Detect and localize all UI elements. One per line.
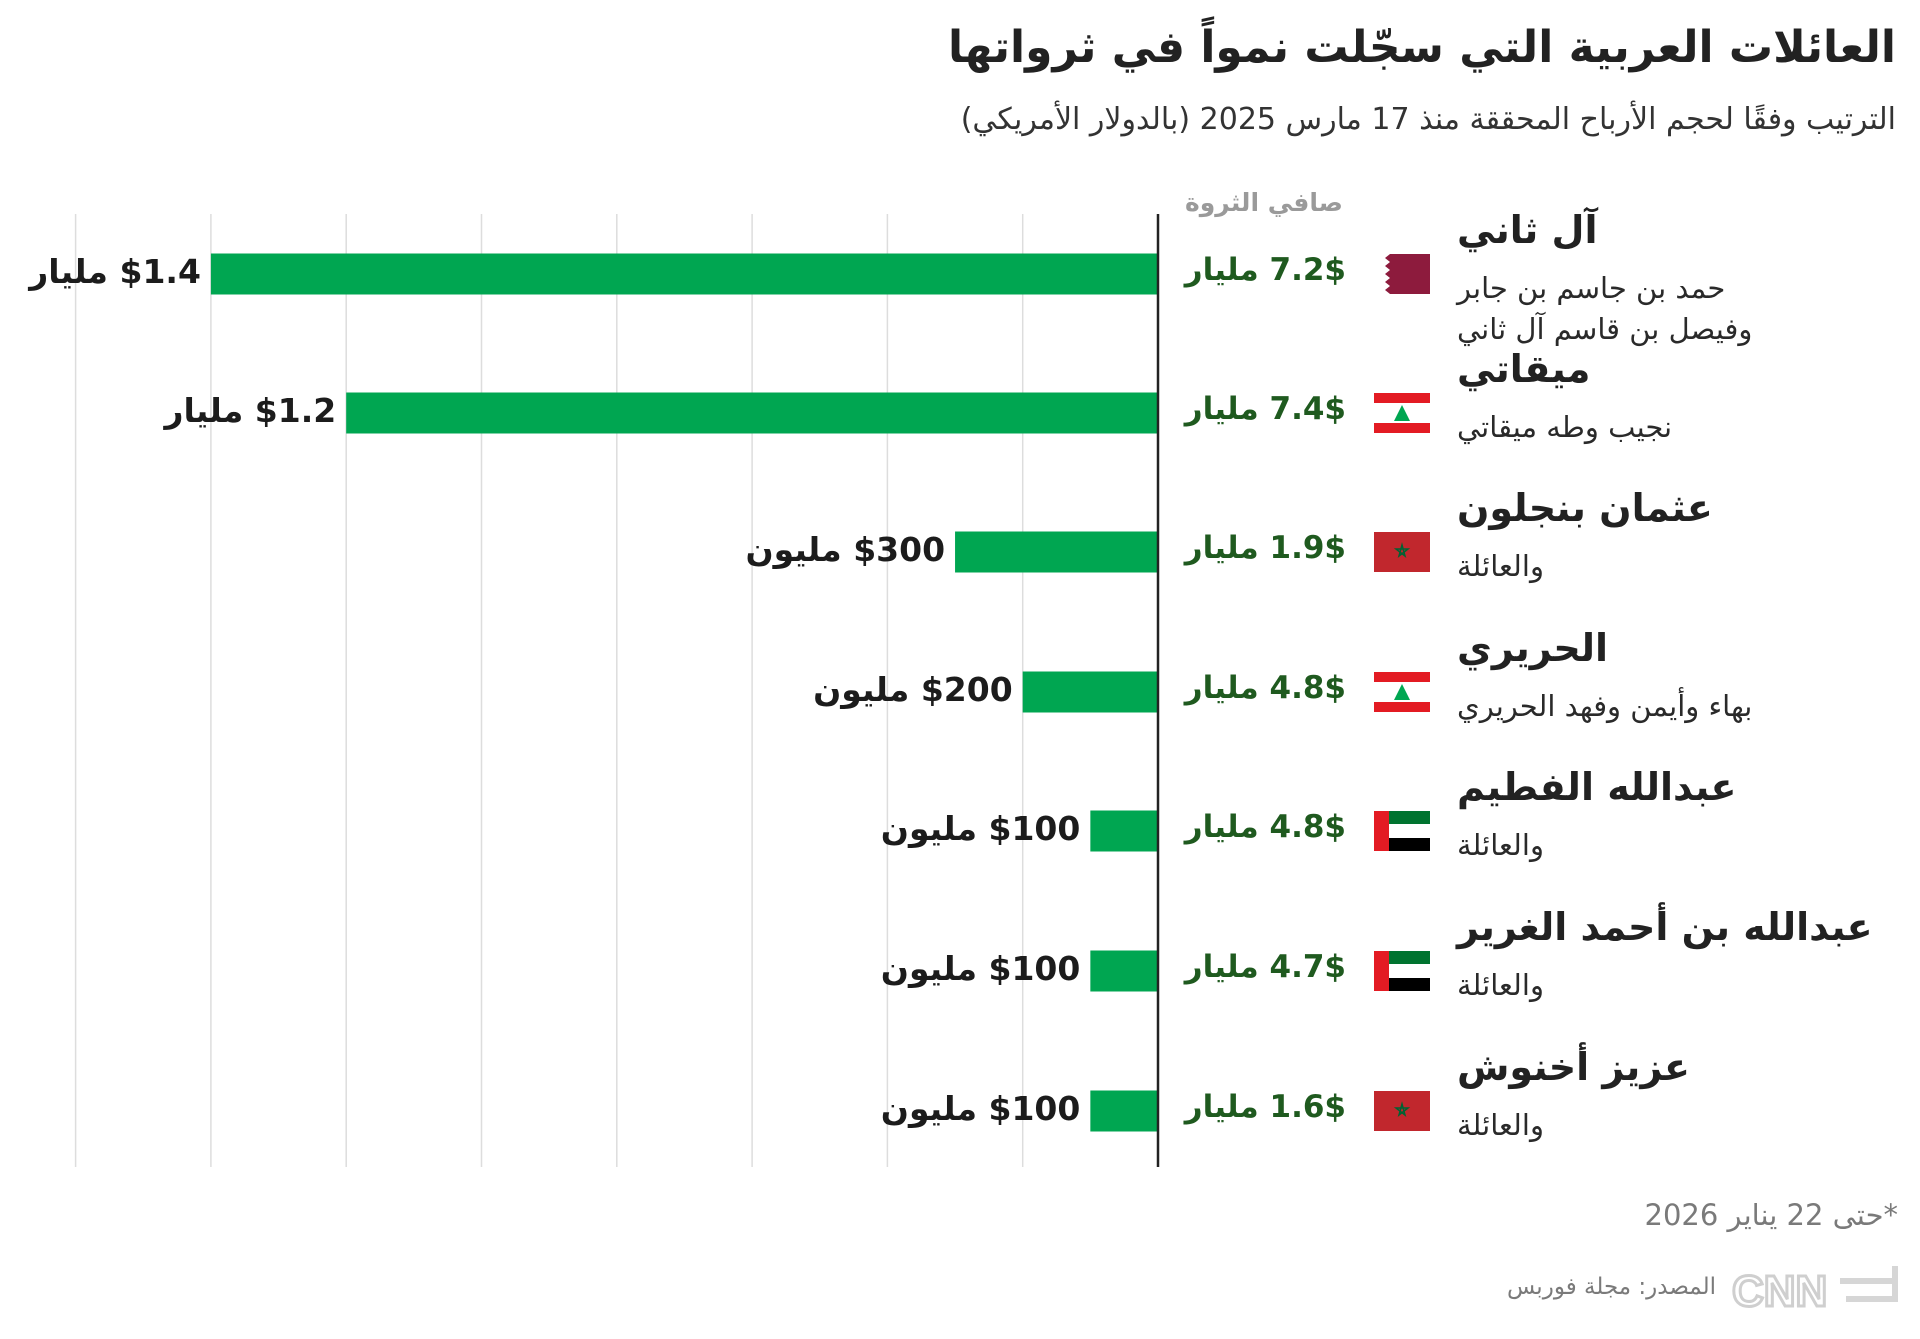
bar	[1022, 671, 1158, 713]
bar	[346, 392, 1158, 434]
morocco-flag-icon	[1374, 532, 1430, 572]
gain-label: $100 مليون	[880, 809, 1081, 848]
gain-label: $300 مليون	[745, 530, 946, 569]
uae-flag-icon	[1374, 811, 1430, 851]
cnn-arabic-logo: CNN	[1731, 1266, 1898, 1316]
gain-label: $200 مليون	[813, 670, 1013, 709]
family-members: والعائلة	[1457, 549, 1544, 583]
net-worth-value: 4.8$ مليار	[1184, 809, 1346, 845]
footnote: *حتى 22 يناير 2026	[1644, 1198, 1898, 1232]
family-members: بهاء وأيمن وفهد الحريري	[1457, 689, 1753, 723]
family-name: عبدالله الفطيم	[1457, 765, 1737, 809]
family-name: آل ثاني	[1457, 208, 1598, 252]
family-name: عبدالله بن أحمد الغرير	[1457, 905, 1873, 949]
family-members: نجيب وطه ميقاتي	[1457, 410, 1673, 444]
family-members: وفيصل بن قاسم آل ثاني	[1457, 312, 1753, 346]
lebanon-flag-icon	[1374, 393, 1430, 433]
gain-label: $100 مليون	[880, 1089, 1081, 1128]
net-worth-column-header: صافي الثروة	[1185, 188, 1343, 217]
chart-subtitle: الترتيب وفقًا لحجم الأرباح المحققة منذ 1…	[960, 102, 1896, 137]
bar	[1090, 810, 1158, 852]
source-text: المصدر: مجلة فوربس	[1506, 1274, 1716, 1300]
family-name: الحريري	[1457, 626, 1609, 670]
bar	[1090, 1090, 1158, 1132]
bar	[1090, 950, 1158, 992]
morocco-flag-icon	[1374, 1091, 1430, 1131]
bar	[210, 253, 1158, 295]
net-worth-value: 1.9$ مليار	[1184, 530, 1346, 566]
family-members: والعائلة	[1457, 1108, 1544, 1142]
family-name: عزيز أخنوش	[1457, 1045, 1690, 1089]
family-members: حمد بن جاسم بن جابر	[1457, 271, 1726, 305]
lebanon-flag-icon	[1374, 672, 1430, 712]
net-worth-value: 7.4$ مليار	[1184, 391, 1346, 427]
uae-flag-icon	[1374, 951, 1430, 991]
family-name: عثمان بنجلون	[1457, 486, 1713, 530]
family-members: والعائلة	[1457, 828, 1544, 862]
net-worth-value: 7.2$ مليار	[1184, 252, 1346, 288]
gain-label: $1.2 مليار	[164, 391, 337, 430]
family-name: ميقاتي	[1457, 347, 1591, 391]
family-members: والعائلة	[1457, 968, 1544, 1002]
net-worth-value: 4.8$ مليار	[1184, 670, 1346, 706]
svg-text:CNN: CNN	[1732, 1267, 1827, 1316]
chart-title: العائلات العربية التي سجّلت نمواً في ثرو…	[947, 22, 1896, 73]
gain-label: $100 مليون	[880, 949, 1081, 988]
qatar-flag-icon	[1374, 254, 1430, 294]
bar	[955, 531, 1158, 573]
gain-label: $1.4 مليار	[29, 252, 201, 291]
net-worth-value: 1.6$ مليار	[1184, 1089, 1346, 1125]
net-worth-value: 4.7$ مليار	[1184, 949, 1346, 985]
